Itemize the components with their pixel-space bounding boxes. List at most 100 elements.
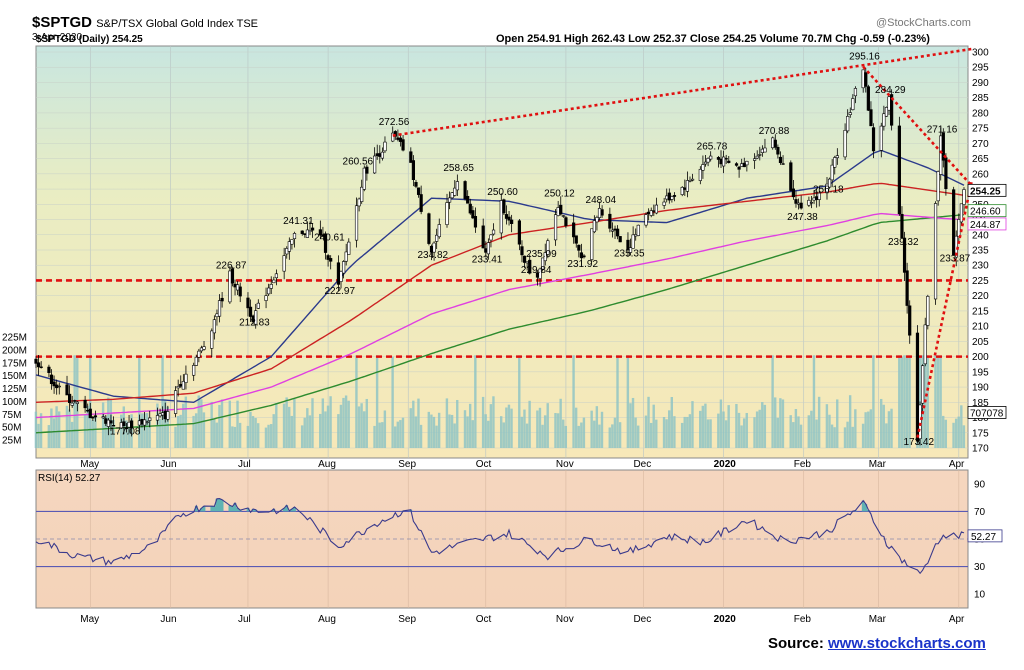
volume-bar [905, 355, 909, 448]
volume-bar [138, 355, 141, 448]
volume-bar [926, 355, 929, 448]
candle-body [215, 313, 219, 318]
candle-body [336, 262, 341, 285]
candle-body [887, 96, 891, 111]
candle-body [401, 139, 405, 151]
volume-bar [812, 355, 816, 448]
rsi-line [35, 498, 965, 575]
y-tick-label: 275 [972, 124, 989, 135]
candle-body [962, 189, 966, 205]
candle-body [636, 224, 640, 236]
volume-bar [861, 423, 865, 448]
candle-body [70, 402, 74, 406]
volume-bar [355, 355, 358, 448]
volume-bar [86, 405, 89, 448]
price-annotation: 231.92 [567, 259, 598, 270]
candle-body [716, 157, 721, 160]
candle-body [825, 183, 829, 194]
candle-body [773, 139, 777, 148]
price-annotation: 272.56 [379, 117, 410, 128]
candle-body [543, 252, 547, 262]
volume-bar [466, 416, 469, 448]
candle-body [502, 199, 506, 214]
candle-body [411, 160, 416, 181]
volume-bar [864, 412, 867, 448]
candle-body [163, 410, 167, 420]
volume-bar [944, 419, 948, 448]
price-annotation: 235.35 [614, 249, 645, 260]
volume-bar [148, 419, 151, 448]
candle-body [486, 242, 490, 255]
volume-bar [329, 396, 332, 448]
volume-bar [779, 398, 782, 448]
y-tick-label: 290 [972, 78, 989, 89]
candle-body [437, 224, 441, 238]
candle-body [724, 158, 728, 160]
candle-body [220, 297, 224, 302]
candle-body [835, 155, 839, 159]
price-annotation: 240.61 [314, 232, 345, 243]
candle-body [210, 330, 214, 349]
candle-body [303, 233, 307, 235]
volume-bar [143, 413, 146, 448]
candle-body [34, 358, 38, 364]
volume-bar [200, 399, 203, 448]
candle-body [520, 246, 524, 256]
candle-body [256, 302, 260, 309]
candle-body [101, 416, 105, 419]
volume-bar [166, 406, 169, 448]
candle-body [525, 261, 529, 264]
candle-body [634, 234, 638, 237]
volume-bar [724, 420, 728, 448]
candle-body [709, 155, 713, 160]
volume-bar [254, 418, 257, 448]
candle-body [228, 270, 232, 303]
volume-bar [872, 355, 875, 448]
volume-bar [815, 419, 818, 448]
volume-bar [228, 400, 231, 448]
candle-body [489, 234, 493, 241]
volume-bar [484, 414, 487, 448]
candle-body [608, 213, 612, 229]
candle-body [217, 300, 222, 317]
candle-body [68, 393, 72, 403]
volume-bar [644, 415, 648, 448]
y-tick-label: 285 [972, 93, 989, 104]
rsi-tick-label: 10 [974, 590, 986, 601]
x-tick-label: Mar [869, 614, 887, 625]
candle-body [380, 151, 384, 159]
volume-tick-label: 200M [2, 345, 27, 356]
volume-bar [453, 423, 456, 448]
candle-body [453, 187, 457, 196]
volume-bar [231, 426, 234, 448]
candle-body [915, 332, 920, 442]
volume-bar [326, 405, 330, 448]
volume-bar [419, 424, 423, 448]
volume-bar [737, 412, 741, 448]
last-value-text: 707078 [970, 408, 1004, 419]
candle-body [233, 283, 237, 288]
x-tick-label: Jun [160, 459, 176, 470]
volume-tick-label: 75M [2, 410, 21, 421]
candle-body [830, 164, 834, 181]
volume-bar [564, 425, 568, 448]
candle-body [631, 234, 635, 249]
candle-body [354, 205, 359, 241]
volume-bar [362, 411, 366, 448]
source-link[interactable]: www.stockcharts.com [828, 635, 986, 652]
volume-bar [161, 355, 164, 448]
volume-bar [448, 414, 451, 448]
volume-bar [391, 356, 394, 448]
candle-body [817, 192, 821, 200]
x-tick-label: Dec [633, 459, 651, 470]
candle-body [771, 137, 775, 149]
candle-body [812, 197, 816, 201]
price-annotation: 234.82 [417, 250, 448, 261]
candle-body [158, 413, 162, 417]
candle-body [882, 113, 886, 127]
rsi-value-tag [967, 529, 1003, 543]
volume-bar [792, 422, 795, 448]
candle-body [455, 181, 459, 191]
volume-bar [882, 404, 885, 448]
trend-line [916, 179, 974, 438]
